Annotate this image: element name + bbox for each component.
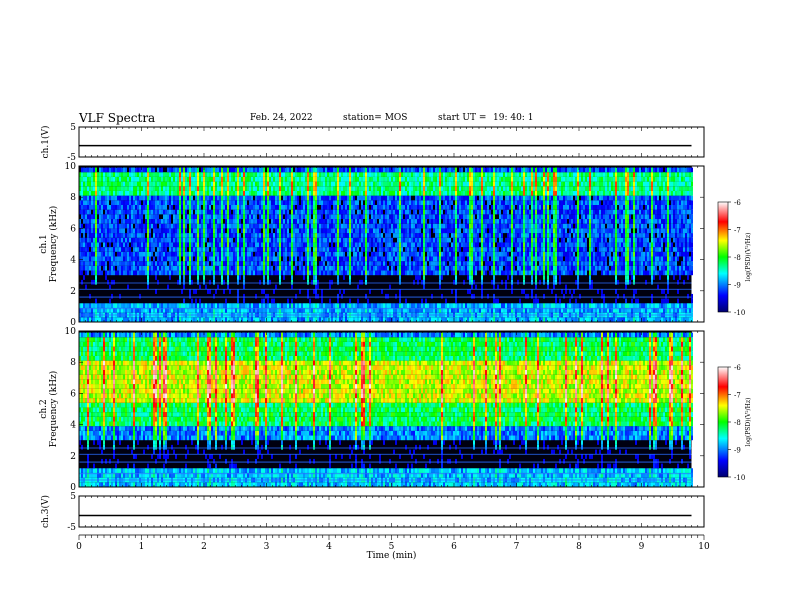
y-tick-label: 10 [65, 327, 77, 337]
y-tick-label: 6 [70, 224, 76, 234]
colorbar [717, 201, 729, 313]
colorbar-tick-label: -10 [734, 474, 745, 482]
y-tick-label: 8 [70, 358, 76, 368]
y-tick-label: 8 [70, 193, 76, 203]
x-tick-label: 5 [389, 542, 395, 552]
y-tick-label: 0 [70, 318, 76, 328]
x-tick-label: 1 [139, 542, 145, 552]
colorbar-tick-label: -8 [734, 254, 741, 262]
y-tick-label: 2 [70, 452, 76, 462]
y-axis-label: ch.1 [39, 234, 49, 253]
y-tick-label: 6 [70, 389, 76, 399]
y-axis-label: Frequency (kHz) [48, 206, 59, 283]
colorbar-tick-label: -10 [734, 309, 745, 317]
y-tick-label: -5 [67, 523, 76, 533]
y-tick-label: 2 [70, 287, 76, 297]
x-tick-label: 8 [576, 542, 582, 552]
x-tick-label: 7 [514, 542, 520, 552]
y-tick-label: -5 [67, 153, 76, 163]
x-tick-label: 9 [639, 542, 645, 552]
x-tick-label: 4 [326, 542, 332, 552]
colorbar-tick-label: -9 [734, 447, 741, 455]
colorbar-tick-label: -6 [734, 364, 741, 372]
spectrogram-ch2-spec [79, 331, 693, 487]
x-tick-label: 6 [451, 542, 457, 552]
panel-frame-ch3-volt [78, 495, 705, 528]
colorbar-tick-label: -8 [734, 419, 741, 427]
x-axis-label: Time (min) [367, 550, 417, 561]
start-ut-value: 19: 40: 1 [493, 113, 534, 123]
colorbar-tick-label: -7 [734, 392, 741, 400]
y-axis-label: ch.2 [39, 399, 49, 418]
colorbar-label: log(PSD)(V²/Hz) [745, 233, 752, 282]
colorbar-tick-label: -7 [734, 227, 741, 235]
start-ut-label: start UT = [438, 113, 487, 123]
y-axis-label: ch.1(V) [40, 126, 51, 159]
y-tick-label: 0 [70, 483, 76, 493]
spectrogram-ch1-spec [79, 166, 693, 322]
x-tick-label: 0 [76, 542, 82, 552]
y-tick-label: 4 [70, 421, 76, 431]
x-tick-label: 3 [264, 542, 270, 552]
colorbar-label: log(PSD)(V²/Hz) [745, 398, 752, 447]
station-label: station= MOS [343, 113, 408, 123]
date-label: Feb. 24, 2022 [250, 113, 313, 123]
y-axis-label: ch.3(V) [40, 495, 51, 528]
x-tick-label: 2 [201, 542, 207, 552]
colorbar [717, 366, 729, 478]
colorbar-tick-label: -9 [734, 282, 741, 290]
colorbar-tick-label: -6 [734, 199, 741, 207]
y-tick-label: 5 [70, 492, 76, 502]
y-axis-label: Frequency (kHz) [48, 371, 59, 448]
x-tick-label: 10 [698, 542, 710, 552]
panel-frame-ch1-volt [78, 126, 705, 158]
y-tick-label: 5 [70, 123, 76, 133]
y-tick-label: 4 [70, 256, 76, 266]
y-tick-label: 10 [65, 162, 77, 172]
figure-title: VLF Spectra [79, 111, 156, 125]
